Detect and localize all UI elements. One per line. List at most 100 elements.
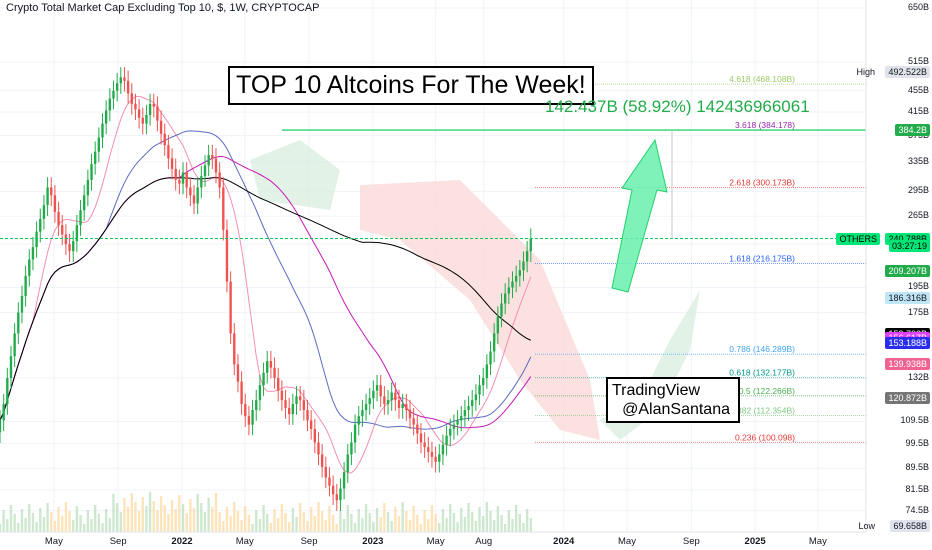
cloud-red (360, 180, 600, 440)
candle-body (42, 205, 46, 219)
time-tick-label: 2024 (553, 536, 575, 547)
candle-body (328, 477, 331, 486)
candle-body (287, 408, 291, 415)
fib-label: 0.786 (146.289B) (729, 344, 795, 354)
fib-label: 3.618 (384.178) (735, 120, 795, 130)
candle-body (511, 281, 514, 288)
volume-bar (298, 503, 302, 532)
volume-bar (449, 504, 452, 532)
volume-bar (159, 496, 163, 532)
volume-bar (130, 493, 133, 532)
volume-bar (460, 508, 463, 532)
up-arrow (611, 138, 668, 293)
candle-body (368, 398, 371, 405)
volume-bar (192, 508, 196, 532)
price-tag: High (856, 67, 875, 78)
volume-bar (93, 505, 97, 532)
price-tick-label: 650B (907, 2, 929, 12)
volume-bar (309, 507, 313, 532)
candle-body (203, 165, 207, 177)
candle-body (104, 110, 108, 124)
chart-grid (0, 0, 866, 532)
volume-bar (167, 514, 170, 532)
candle-body (405, 404, 408, 411)
candle-body (101, 123, 104, 138)
candle-body (463, 410, 467, 417)
candle-body (324, 466, 327, 478)
candle-body (489, 351, 492, 365)
volume-bar (101, 523, 104, 532)
volume-bar (357, 509, 360, 532)
volume-bar (39, 508, 42, 532)
volume-bar (375, 508, 379, 532)
volume-bar (427, 519, 430, 532)
price-tick-label: 195B (907, 281, 929, 292)
time-tick-label: May (44, 536, 63, 547)
candle-body (525, 251, 529, 262)
volume-bar (9, 505, 13, 532)
candle-body (342, 472, 346, 489)
candle-body (156, 106, 159, 121)
candle-body (126, 80, 130, 94)
time-tick-label: May (808, 536, 827, 547)
candle-body (50, 187, 53, 196)
volume-bar (137, 511, 141, 532)
volume-bar (0, 524, 2, 532)
candle-body (460, 416, 463, 421)
candle-body (441, 444, 445, 455)
volume-bar (236, 511, 240, 532)
volume-bar (273, 509, 276, 532)
candle-body (46, 187, 49, 206)
time-tick-label: Sep (300, 536, 318, 547)
price-tag: OTHERS (836, 232, 880, 245)
fib-label: 0.382 (112.354B) (730, 405, 795, 415)
candle-body (522, 261, 525, 271)
candle-body (240, 381, 243, 405)
candle-body (467, 406, 470, 411)
candle-body (130, 93, 133, 104)
volume-bar (335, 524, 338, 532)
volume-bar (28, 504, 31, 532)
volume-bar (514, 505, 518, 532)
volume-bar (240, 520, 243, 532)
volume-bar (412, 506, 415, 532)
volume-bar (331, 515, 335, 532)
volume-bar (83, 524, 86, 532)
moving-averages (0, 95, 532, 474)
volume-bar (163, 505, 166, 532)
candle-body (503, 293, 507, 304)
time-tick-label: May (618, 536, 636, 547)
volume-bar (525, 509, 529, 532)
candle-body (496, 316, 500, 334)
volume-bar (386, 512, 390, 532)
candle-body (68, 244, 71, 252)
candle-body (492, 333, 496, 352)
price-tick-label: 335B (907, 155, 929, 166)
watermark-box: TradingView @AlanSantana (606, 377, 740, 423)
volume-bar (61, 516, 64, 532)
volume-bar (46, 503, 49, 532)
volume-bar (507, 510, 511, 532)
volume-bar (262, 505, 265, 532)
candle-body (207, 155, 210, 166)
volume-bar (474, 521, 478, 532)
volume-bar (511, 519, 514, 532)
volume-bar (467, 503, 470, 532)
fib-label: 4.618 (468.108B) (729, 74, 795, 84)
candle-body (394, 392, 397, 401)
candle-body (361, 410, 364, 417)
volume-bar (178, 495, 181, 532)
volume-bar (170, 500, 174, 532)
candle-body (244, 404, 247, 417)
volume-bar (441, 509, 445, 532)
price-tick-label: 175B (907, 306, 929, 317)
volume-bar (503, 524, 507, 532)
candle-body (306, 410, 309, 421)
volume-bar (152, 501, 155, 532)
candle-body (331, 485, 335, 495)
volume-bar (50, 512, 53, 532)
candle-body (452, 424, 456, 429)
volume-bar (320, 511, 324, 532)
volume-bar (478, 507, 481, 532)
volume-bar (104, 509, 108, 532)
